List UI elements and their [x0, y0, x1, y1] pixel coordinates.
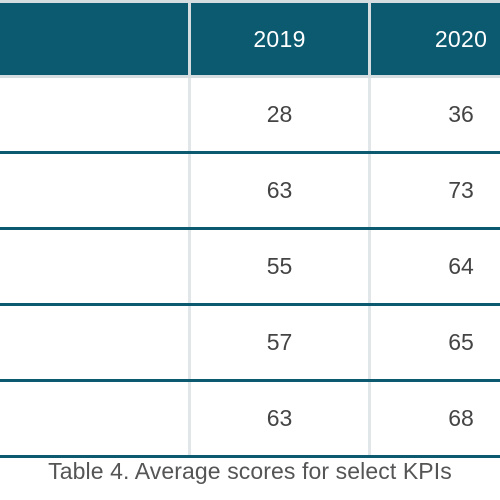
table-cell-2020: 65: [371, 306, 500, 379]
table-cell-2019: 63: [191, 154, 371, 227]
table-cell-kpi: [0, 306, 191, 379]
table-cell-2019: 63: [191, 382, 371, 455]
table-cell-2020: 73: [371, 154, 500, 227]
header-cell-2019: 2019: [191, 3, 371, 75]
table-row: 63 73: [0, 154, 500, 230]
table-row: 63 68: [0, 382, 500, 458]
header-cell-2020: 2020: [371, 3, 500, 75]
kpi-table: 2019 2020 28 36 63 73 55 64 57 65 63 68: [0, 0, 500, 458]
table-cell-2020: 68: [371, 382, 500, 455]
table-cell-2019: 28: [191, 78, 371, 151]
table-cell-2020: 36: [371, 78, 500, 151]
table-cell-2020: 64: [371, 230, 500, 303]
table-cell-kpi: [0, 230, 191, 303]
kpi-table-grid: 2019 2020 28 36 63 73 55 64 57 65 63 68: [0, 0, 500, 458]
table-cell-kpi: [0, 382, 191, 455]
table-header-row: 2019 2020: [0, 3, 500, 78]
table-cell-kpi: [0, 78, 191, 151]
table-row: 28 36: [0, 78, 500, 154]
table-row: 57 65: [0, 306, 500, 382]
table-cell-2019: 55: [191, 230, 371, 303]
table-cell-2019: 57: [191, 306, 371, 379]
header-cell-kpi: [0, 3, 191, 75]
table-row: 55 64: [0, 230, 500, 306]
table-caption: Table 4. Average scores for select KPIs: [48, 458, 452, 484]
table-cell-kpi: [0, 154, 191, 227]
